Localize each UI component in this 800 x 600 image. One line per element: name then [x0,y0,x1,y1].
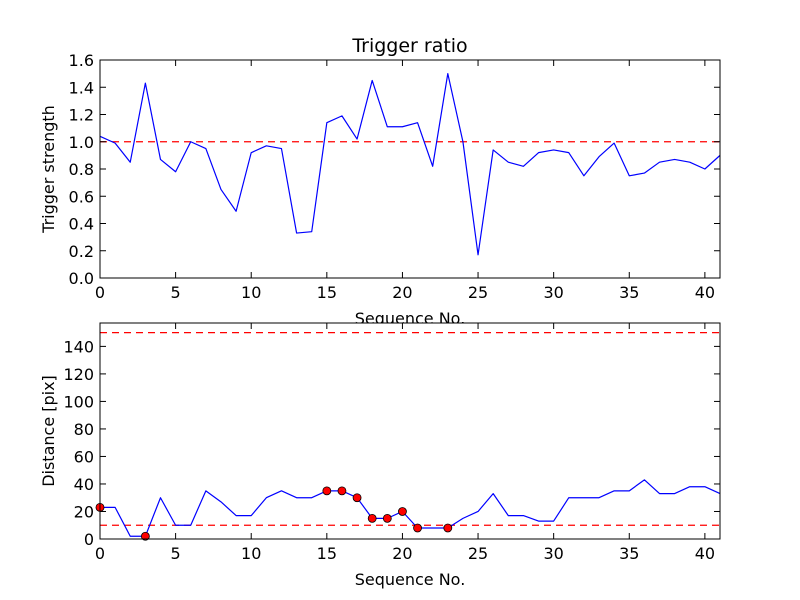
distance-x-tick-label: 5 [171,544,181,563]
trigger-y-tick-label: 0.2 [69,242,94,261]
distance-marker-point [413,523,422,533]
trigger-y-tick-label: 0.4 [69,215,94,234]
distance-x-axis-label: Sequence No. [355,570,466,589]
distance-x-tick-label: 35 [619,544,639,563]
distance-marker-point [367,513,377,523]
distance-x-tick-label: 25 [468,544,488,563]
distance-axes-frame [99,322,721,540]
distance-marker-point [382,513,392,523]
trigger-series-line [99,73,721,256]
distance-y-tick-label: 80 [74,420,94,439]
distance-y-tick-label: 100 [63,392,94,411]
distance-x-tick-label: 10 [241,544,261,563]
trigger-x-tick-label: 20 [392,283,412,302]
trigger-chart-title: Trigger ratio [351,35,467,57]
trigger-plot-area [100,60,720,278]
trigger-ratio-panel: 0 5 10 15 20 25 30 35 40 0.0 0.2 0.4 0.6 0.8 1.0 1.2 1.4… [39,35,721,328]
distance-y-tick-label: 140 [63,337,94,356]
distance-panel: 0 5 10 15 20 25 30 35 40 0 20 40 60 80 100 120 140 Sequen… [39,322,721,589]
trigger-y-tick-label: 1.0 [69,133,94,152]
distance-y-axis-label: Distance [pix] [39,375,58,487]
trigger-x-tick-label: 40 [695,283,715,302]
distance-x-tick-label: 0 [95,544,105,563]
distance-x-tick-label: 40 [695,544,715,563]
trigger-y-tick-label: 0.0 [69,269,94,288]
distance-plot-area [100,323,720,539]
distance-y-tick-label: 20 [74,502,94,521]
distance-series-line [100,479,721,537]
distance-marker-point [352,493,362,503]
trigger-y-tick-label: 1.6 [69,51,94,70]
distance-y-tick-label: 120 [63,365,94,384]
trigger-x-tick-label: 15 [317,283,337,302]
trigger-y-tick-label: 1.4 [69,78,94,97]
trigger-y-axis-label: Trigger strength [39,105,58,234]
distance-marker-point [337,486,347,496]
distance-y-tick-label: 0 [84,530,94,549]
trigger-x-tick-label: 10 [241,283,261,302]
trigger-y-tick-label: 0.8 [69,160,94,179]
trigger-x-tick-label: 5 [171,283,181,302]
trigger-x-tick-label: 25 [468,283,488,302]
trigger-y-tick-label: 1.2 [69,106,94,125]
trigger-y-tick-label: 0.6 [69,187,94,206]
distance-marker-point [398,507,407,516]
distance-x-tick-label: 30 [543,544,563,563]
distance-y-tick-label: 40 [74,475,94,494]
trigger-x-tick-label: 30 [543,283,563,302]
distance-marker-point [443,523,453,533]
distance-y-tick-label: 60 [74,447,94,466]
trigger-x-tick-label: 0 [95,283,105,302]
trigger-x-tick-label: 35 [619,283,639,302]
distance-x-tick-label: 15 [317,544,337,563]
distance-marker-point [140,531,150,541]
distance-marker-point [322,486,332,496]
distance-x-tick-label: 20 [392,544,412,563]
